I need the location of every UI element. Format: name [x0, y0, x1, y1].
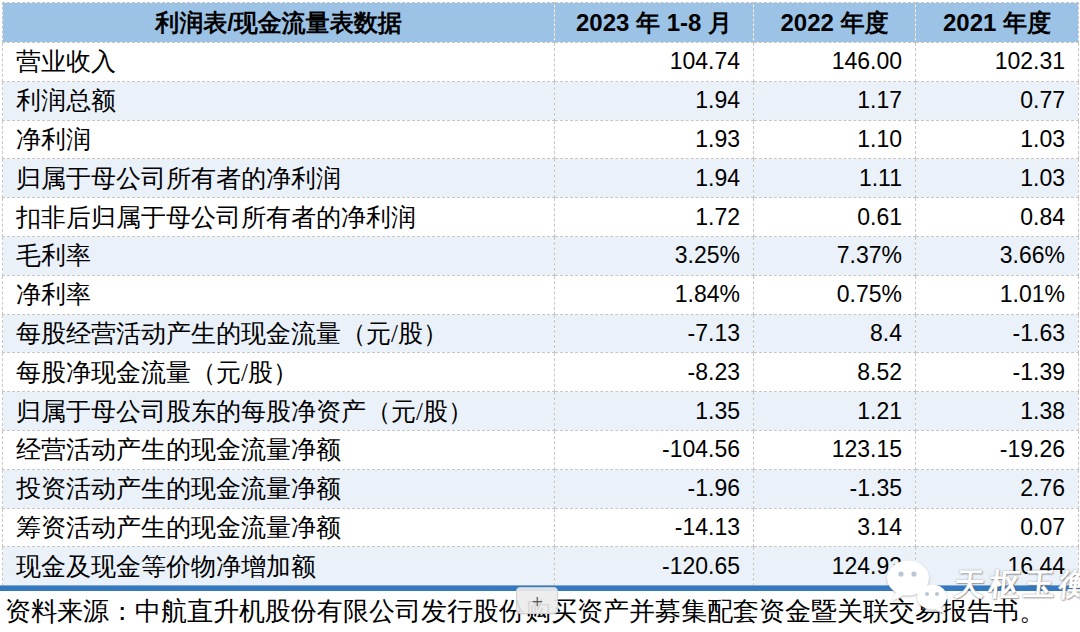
table-row: 利润总额1.941.170.77: [3, 81, 1079, 120]
value-cell: 123.15: [754, 430, 916, 469]
table-row: 归属于母公司所有者的净利润1.941.111.03: [3, 159, 1079, 198]
value-cell: -104.56: [555, 430, 754, 469]
value-cell: 1.10: [754, 120, 916, 159]
table-row: 扣非后归属于母公司所有者的净利润1.720.610.84: [3, 198, 1079, 237]
row-label: 归属于母公司股东的每股净资产（元/股）: [3, 392, 555, 431]
row-label: 营业收入: [3, 43, 555, 82]
value-cell: 1.01%: [916, 275, 1079, 314]
row-label: 每股经营活动产生的现金流量（元/股）: [3, 314, 555, 353]
value-cell: 3.25%: [555, 236, 754, 275]
table-header-row: 利润表/现金流量表数据 2023 年 1-8 月 2022 年度 2021 年度: [3, 3, 1079, 43]
table-row: 毛利率3.25%7.37%3.66%: [3, 236, 1079, 275]
value-cell: 1.03: [916, 120, 1079, 159]
table-row: 现金及现金等价物净增加额-120.65124.9316.44: [3, 547, 1079, 586]
value-cell: 1.11: [754, 159, 916, 198]
value-cell: 1.94: [555, 159, 754, 198]
table-row: 每股净现金流量（元/股）-8.238.52-1.39: [3, 353, 1079, 392]
row-label: 净利润: [3, 120, 555, 159]
value-cell: 0.77: [916, 81, 1079, 120]
column-header-2021: 2021 年度: [916, 3, 1079, 43]
value-cell: 146.00: [754, 43, 916, 82]
row-label: 利润总额: [3, 81, 555, 120]
row-label: 经营活动产生的现金流量净额: [3, 430, 555, 469]
value-cell: 1.94: [555, 81, 754, 120]
expand-button[interactable]: ＋: [516, 587, 558, 614]
value-cell: 1.38: [916, 392, 1079, 431]
value-cell: -1.35: [754, 469, 916, 508]
plus-icon: ＋: [528, 591, 546, 611]
value-cell: -1.96: [555, 469, 754, 508]
table-row: 筹资活动产生的现金流量净额-14.133.140.07: [3, 508, 1079, 547]
value-cell: 16.44: [916, 547, 1079, 586]
value-cell: 1.21: [754, 392, 916, 431]
table-row: 投资活动产生的现金流量净额-1.96-1.352.76: [3, 469, 1079, 508]
column-header-2022: 2022 年度: [754, 3, 916, 43]
row-label: 筹资活动产生的现金流量净额: [3, 508, 555, 547]
value-cell: 124.93: [754, 547, 916, 586]
table-title-cell: 利润表/现金流量表数据: [3, 3, 555, 43]
value-cell: 102.31: [916, 43, 1079, 82]
table-row: 每股经营活动产生的现金流量（元/股）-7.138.4-1.63: [3, 314, 1079, 353]
row-label: 归属于母公司所有者的净利润: [3, 159, 555, 198]
table-row: 营业收入104.74146.00102.31: [3, 43, 1079, 82]
value-cell: 1.72: [555, 198, 754, 237]
value-cell: 7.37%: [754, 236, 916, 275]
table-body: 营业收入104.74146.00102.31利润总额1.941.170.77净利…: [3, 43, 1079, 586]
value-cell: -120.65: [555, 547, 754, 586]
table-row: 归属于母公司股东的每股净资产（元/股）1.351.211.38: [3, 392, 1079, 431]
value-cell: -14.13: [555, 508, 754, 547]
column-header-2023: 2023 年 1-8 月: [555, 3, 754, 43]
value-cell: -1.39: [916, 353, 1079, 392]
table-row: 经营活动产生的现金流量净额-104.56123.15-19.26: [3, 430, 1079, 469]
value-cell: 0.61: [754, 198, 916, 237]
row-label: 毛利率: [3, 236, 555, 275]
table-row: 净利率1.84%0.75%1.01%: [3, 275, 1079, 314]
value-cell: -8.23: [555, 353, 754, 392]
value-cell: 8.52: [754, 353, 916, 392]
financial-table-container: 利润表/现金流量表数据 2023 年 1-8 月 2022 年度 2021 年度…: [0, 2, 1080, 586]
value-cell: 1.93: [555, 120, 754, 159]
value-cell: 1.84%: [555, 275, 754, 314]
value-cell: 1.35: [555, 392, 754, 431]
value-cell: 1.17: [754, 81, 916, 120]
row-label: 投资活动产生的现金流量净额: [3, 469, 555, 508]
value-cell: 0.84: [916, 198, 1079, 237]
row-label: 净利率: [3, 275, 555, 314]
value-cell: -7.13: [555, 314, 754, 353]
row-label: 扣非后归属于母公司所有者的净利润: [3, 198, 555, 237]
value-cell: 1.03: [916, 159, 1079, 198]
value-cell: 0.07: [916, 508, 1079, 547]
value-cell: -1.63: [916, 314, 1079, 353]
value-cell: 104.74: [555, 43, 754, 82]
table-row: 净利润1.931.101.03: [3, 120, 1079, 159]
financial-table: 利润表/现金流量表数据 2023 年 1-8 月 2022 年度 2021 年度…: [2, 2, 1079, 586]
row-label: 现金及现金等价物净增加额: [3, 547, 555, 586]
value-cell: 3.66%: [916, 236, 1079, 275]
row-label: 每股净现金流量（元/股）: [3, 353, 555, 392]
value-cell: 8.4: [754, 314, 916, 353]
value-cell: 3.14: [754, 508, 916, 547]
value-cell: 2.76: [916, 469, 1079, 508]
value-cell: 0.75%: [754, 275, 916, 314]
value-cell: -19.26: [916, 430, 1079, 469]
